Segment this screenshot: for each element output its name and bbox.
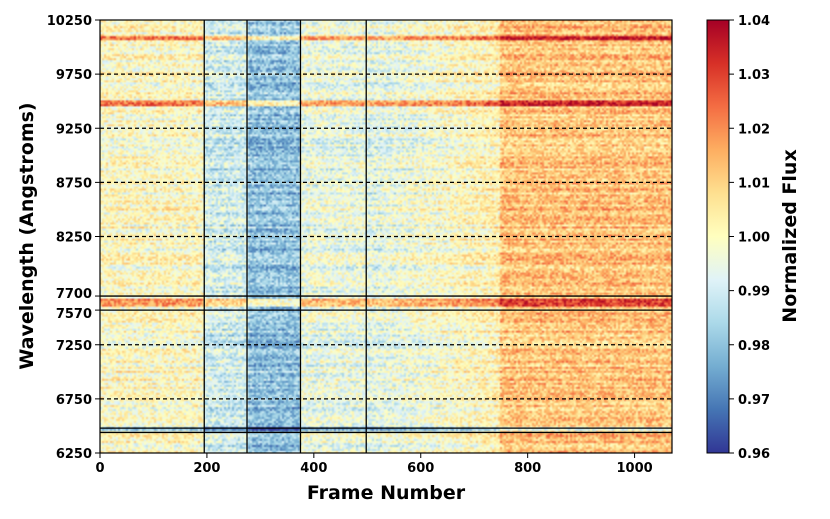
colorbar-ticks: 0.96 0.97 0.98 0.99 1.00 1.01 1.02 1.03 1.04 xyxy=(729,14,770,462)
colorbar-tick-label: 1.04 xyxy=(738,14,770,29)
x-tick-label: 400 xyxy=(300,461,327,476)
overlay-lines xyxy=(100,20,672,453)
x-tick-label: 800 xyxy=(514,461,541,476)
colorbar-tick-label: 1.02 xyxy=(738,122,770,137)
y-tick-label: 8750 xyxy=(56,176,92,191)
x-tick-label: 600 xyxy=(407,461,434,476)
y-tick-label: 9750 xyxy=(56,68,92,83)
colorbar-tick-label: 1.03 xyxy=(738,68,770,83)
y-axis: 6250 6750 7250 7570 7700 8250 8750 9250 9750 1025… xyxy=(47,14,100,462)
x-axis-title: Frame Number xyxy=(307,482,466,504)
y-tick-label: 8250 xyxy=(56,231,92,246)
colorbar-tick-label: 0.99 xyxy=(738,285,770,300)
colorbar-tick-label: 1.01 xyxy=(738,176,770,191)
x-tick-label: 1000 xyxy=(616,461,652,476)
y-tick-label: 7700 xyxy=(56,287,92,302)
x-tick-label: 200 xyxy=(193,461,220,476)
y-tick-label: 6750 xyxy=(56,393,92,408)
x-tick-label: 0 xyxy=(95,461,104,476)
y-tick-label: 7250 xyxy=(56,339,92,354)
colorbar-tick-label: 0.96 xyxy=(738,447,770,462)
colorbar-title: Normalized Flux xyxy=(779,149,801,322)
colorbar-tick-label: 0.98 xyxy=(738,339,770,354)
y-axis-title: Wavelength (Angstroms) xyxy=(16,102,38,369)
y-tick-label: 7570 xyxy=(56,307,92,322)
y-tick-label: 10250 xyxy=(47,14,92,29)
colorbar-tick-label: 1.00 xyxy=(738,231,770,246)
x-axis: 0 200 400 600 800 1000 xyxy=(95,453,653,476)
colorbar xyxy=(706,19,730,454)
y-tick-label: 6250 xyxy=(56,447,92,462)
colorbar-tick-label: 0.97 xyxy=(738,393,770,408)
y-tick-label: 9250 xyxy=(56,122,92,137)
